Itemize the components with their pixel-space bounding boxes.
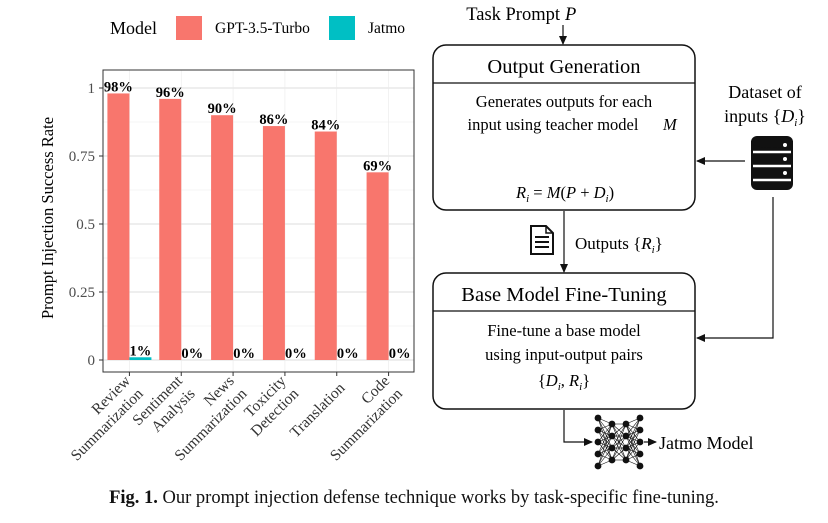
legend-label-gpt: GPT-3.5-Turbo: [215, 20, 310, 37]
outputs-label: Outputs {Ri​}: [575, 234, 663, 256]
teacher-model-variable: M: [662, 115, 678, 134]
fine-tuning-desc-2: using input-output pairs: [485, 345, 643, 364]
bar-value-label: 86%: [259, 112, 288, 128]
y-tick-label: 0: [88, 353, 96, 369]
pipeline-diagram: Task Prompt P Output Generation Generate…: [432, 5, 806, 470]
document-icon: [530, 225, 554, 255]
fine-tuning-box: [432, 272, 696, 410]
legend-swatch-jatmo: [329, 16, 355, 40]
legend-swatch-gpt: [176, 16, 202, 40]
bar-jatmo: [129, 357, 152, 360]
bar-gpt-3.5-turbo: [314, 131, 337, 360]
jatmo-model-label: Jatmo Model: [659, 433, 754, 453]
bar-value-label: 96%: [156, 85, 185, 101]
fine-tuning-desc-1: Fine-tune a base model: [487, 321, 641, 340]
bar-value-label: 84%: [311, 118, 340, 134]
y-axis-ticks: 0 0.25 0.5 0.75 1: [69, 81, 103, 369]
neural-network-icon: [594, 414, 657, 470]
dataset-label-line1: Dataset of: [728, 82, 801, 102]
arrow-dataset-to-finetuning: [696, 197, 774, 342]
bar-gpt-3.5-turbo: [366, 172, 389, 360]
legend-title: Model: [110, 18, 157, 38]
output-generation-box: [432, 44, 696, 211]
bar-gpt-3.5-turbo: [211, 115, 234, 360]
gridlines: [103, 70, 414, 372]
caption-label: Fig. 1.: [109, 488, 158, 508]
y-tick-label: 0.5: [76, 217, 95, 233]
caption-text: Our prompt injection defense technique w…: [162, 488, 719, 508]
svg-text:CodeSummarization: CodeSummarization: [314, 372, 406, 464]
bar-chart: Model GPT-3.5-Turbo Jatmo Prompt Injecti…: [38, 16, 415, 464]
bars: [107, 93, 389, 360]
x-tick-label: SentimentAnalysis: [129, 372, 199, 442]
x-tick-label: Translation: [287, 379, 349, 441]
figure-caption: Fig. 1. Our prompt injection defense tec…: [0, 488, 828, 509]
output-generation-title: Output Generation: [487, 56, 640, 78]
bar-value-label: 69%: [363, 158, 392, 174]
svg-text:SentimentAnalysis: SentimentAnalysis: [129, 372, 199, 442]
arrow-finetuning-to-model: [563, 410, 593, 446]
plot-panel: [102, 69, 415, 373]
bar-value-label: 1%: [130, 343, 152, 359]
task-prompt-variable: P: [564, 5, 576, 25]
bar-value-label: 98%: [104, 79, 133, 95]
y-axis-title: Prompt Injection Success Rate: [38, 117, 57, 319]
generation-formula: Ri​ = M(P + Di​): [515, 183, 614, 205]
bar-value-label: 0%: [233, 346, 255, 362]
bar-gpt-3.5-turbo: [159, 98, 182, 360]
fine-tuning-title: Base Model Fine-Tuning: [461, 284, 666, 306]
bar-value-label: 0%: [181, 346, 203, 362]
bar-value-label: 0%: [285, 346, 307, 362]
bar-gpt-3.5-turbo: [107, 93, 130, 360]
fine-tuning-pairs: {Di​, Ri​}: [538, 371, 590, 393]
output-generation-desc-1: Generates outputs for each: [476, 92, 653, 111]
bar-value-label: 0%: [389, 346, 411, 362]
svg-text:Translation: Translation: [287, 379, 349, 441]
bar-value-label: 90%: [208, 101, 237, 117]
y-tick-label: 0.75: [69, 149, 95, 165]
x-tick-label: CodeSummarization: [314, 372, 406, 464]
y-tick-label: 1: [88, 81, 96, 97]
output-generation-desc-2: input using teacher model: [468, 115, 639, 134]
task-prompt-label: Task Prompt: [466, 5, 561, 25]
dataset-label-line2: inputs {Di​}: [724, 106, 806, 129]
bar-labels: 98% 1% 96% 0% 90% 0% 86% 0% 84% 0% 69% 0%: [104, 79, 411, 362]
database-icon: [751, 136, 793, 190]
bar-gpt-3.5-turbo: [262, 126, 285, 360]
y-tick-label: 0.25: [69, 285, 95, 301]
bar-value-label: 0%: [337, 346, 359, 362]
legend-label-jatmo: Jatmo: [368, 20, 405, 37]
